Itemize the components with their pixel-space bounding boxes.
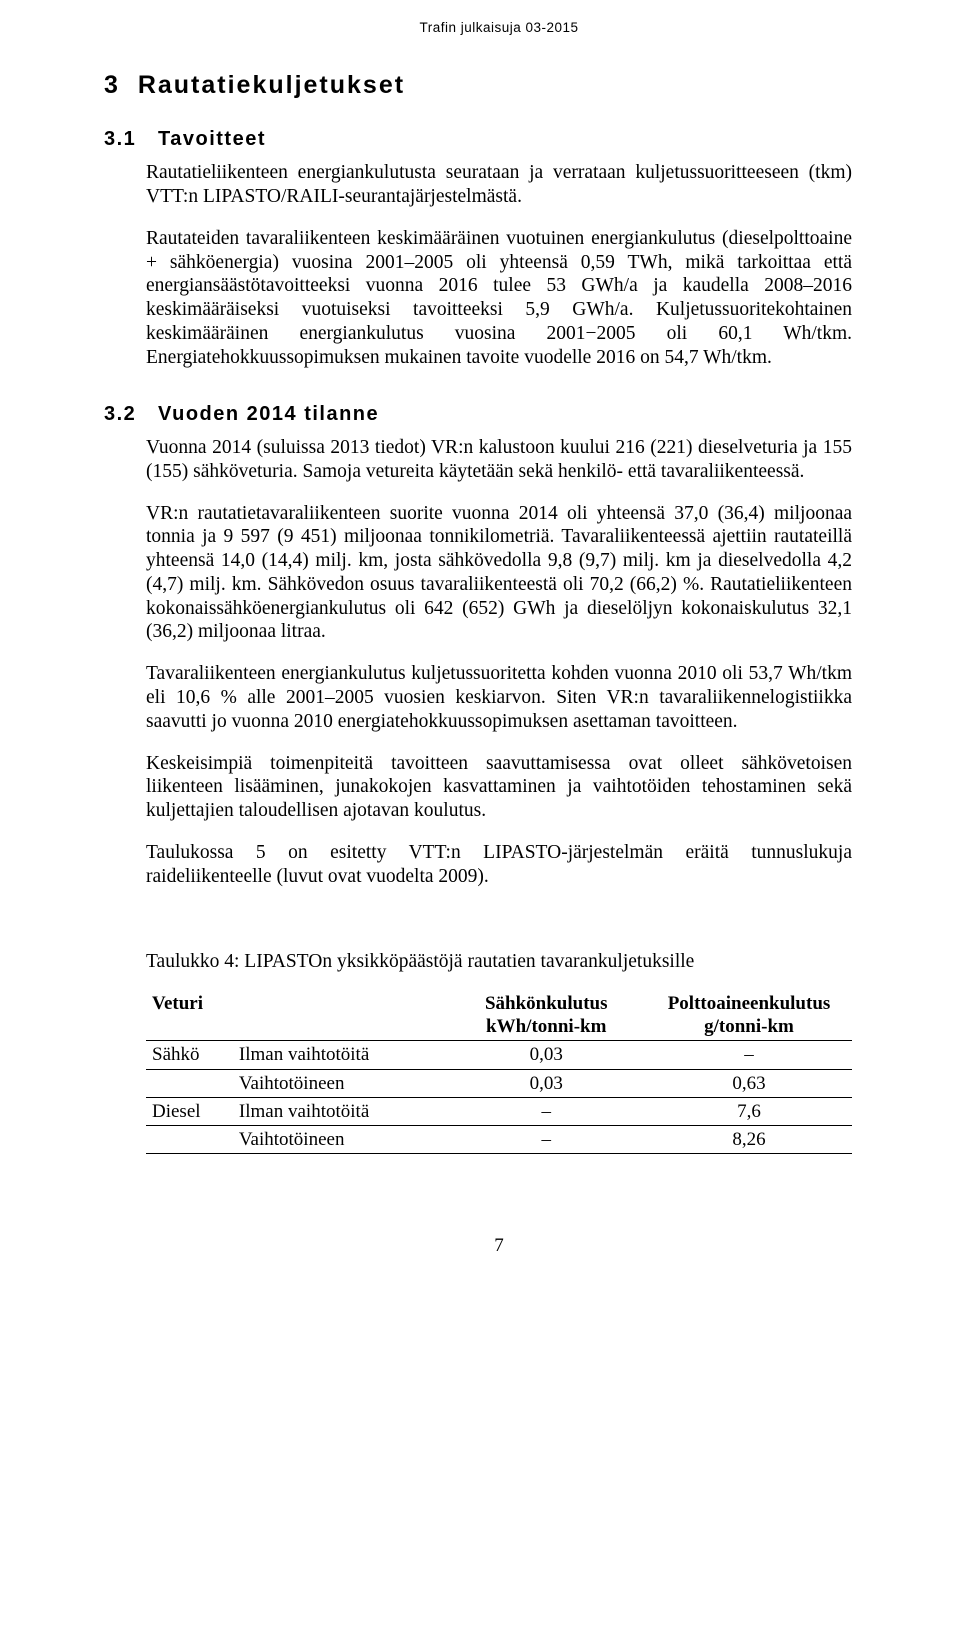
body-paragraph: Vuonna 2014 (suluissa 2013 tiedot) VR:n … bbox=[146, 436, 852, 484]
table-cell-elec: – bbox=[446, 1097, 646, 1125]
table-cell-type: Diesel bbox=[146, 1097, 233, 1125]
table-cell-desc: Vaihtotöineen bbox=[233, 1069, 447, 1097]
body-paragraph: Rautatieliikenteen energiankulutusta seu… bbox=[146, 161, 852, 209]
document-page: Trafin julkaisuja 03-2015 3 Rautatiekulj… bbox=[0, 0, 960, 1297]
table-4-caption: Taulukko 4: LIPASTOn yksikköpäästöjä rau… bbox=[146, 950, 852, 974]
table-header-elec-line1: Sähkönkulutus bbox=[485, 993, 608, 1014]
table-4-emissions: Veturi Sähkönkulutus kWh/tonni-km Poltto… bbox=[146, 990, 852, 1154]
body-paragraph: Rautateiden tavaraliikenteen keskimääräi… bbox=[146, 227, 852, 370]
table-row: Sähkö Ilman vaihtotöitä 0,03 – bbox=[146, 1041, 852, 1069]
table-cell-elec: 0,03 bbox=[446, 1041, 646, 1069]
table-header-fuel: Polttoaineenkulutus g/tonni-km bbox=[646, 990, 852, 1041]
table-header-elec: Sähkönkulutus kWh/tonni-km bbox=[446, 990, 646, 1041]
table-cell-elec: 0,03 bbox=[446, 1069, 646, 1097]
heading-chapter-3: 3 Rautatiekuljetukset bbox=[104, 70, 852, 101]
table-row: Vaihtotöineen – 8,26 bbox=[146, 1125, 852, 1153]
table-cell-type: Sähkö bbox=[146, 1041, 233, 1069]
body-paragraph: Taulukossa 5 on esitetty VTT:n LIPASTO-j… bbox=[146, 841, 852, 889]
table-cell-desc: Ilman vaihtotöitä bbox=[233, 1041, 447, 1069]
table-cell-desc: Vaihtotöineen bbox=[233, 1125, 447, 1153]
table-cell-fuel: 8,26 bbox=[646, 1125, 852, 1153]
heading-number: 3.1 bbox=[104, 127, 158, 151]
table-header-row: Veturi Sähkönkulutus kWh/tonni-km Poltto… bbox=[146, 990, 852, 1041]
table-header-elec-line2: kWh/tonni-km bbox=[486, 1016, 606, 1037]
table-header-veturi: Veturi bbox=[146, 990, 446, 1041]
heading-title: Vuoden 2014 tilanne bbox=[158, 403, 379, 425]
body-paragraph: Keskeisimpiä toimenpiteitä tavoitteen sa… bbox=[146, 752, 852, 823]
table-row: Diesel Ilman vaihtotöitä – 7,6 bbox=[146, 1097, 852, 1125]
body-paragraph: VR:n rautatietavaraliikenteen suorite vu… bbox=[146, 502, 852, 645]
heading-section-3-2: 3.2Vuoden 2014 tilanne bbox=[104, 402, 852, 426]
table-cell-fuel: 0,63 bbox=[646, 1069, 852, 1097]
table-row: Vaihtotöineen 0,03 0,63 bbox=[146, 1069, 852, 1097]
table-cell-elec: – bbox=[446, 1125, 646, 1153]
heading-title: Tavoitteet bbox=[158, 128, 266, 150]
table-cell-desc: Ilman vaihtotöitä bbox=[233, 1097, 447, 1125]
table-cell-fuel: – bbox=[646, 1041, 852, 1069]
body-paragraph: Tavaraliikenteen energiankulutus kuljetu… bbox=[146, 662, 852, 733]
heading-number: 3.2 bbox=[104, 402, 158, 426]
table-cell-type bbox=[146, 1069, 233, 1097]
table-cell-fuel: 7,6 bbox=[646, 1097, 852, 1125]
table-header-fuel-line1: Polttoaineenkulutus bbox=[668, 993, 831, 1014]
table-cell-type bbox=[146, 1125, 233, 1153]
heading-title: Rautatiekuljetukset bbox=[138, 71, 405, 99]
table-header-fuel-line2: g/tonni-km bbox=[704, 1016, 794, 1037]
running-header: Trafin julkaisuja 03-2015 bbox=[146, 20, 852, 36]
heading-number: 3 bbox=[104, 71, 120, 99]
page-number: 7 bbox=[146, 1234, 852, 1257]
heading-section-3-1: 3.1Tavoitteet bbox=[104, 127, 852, 151]
